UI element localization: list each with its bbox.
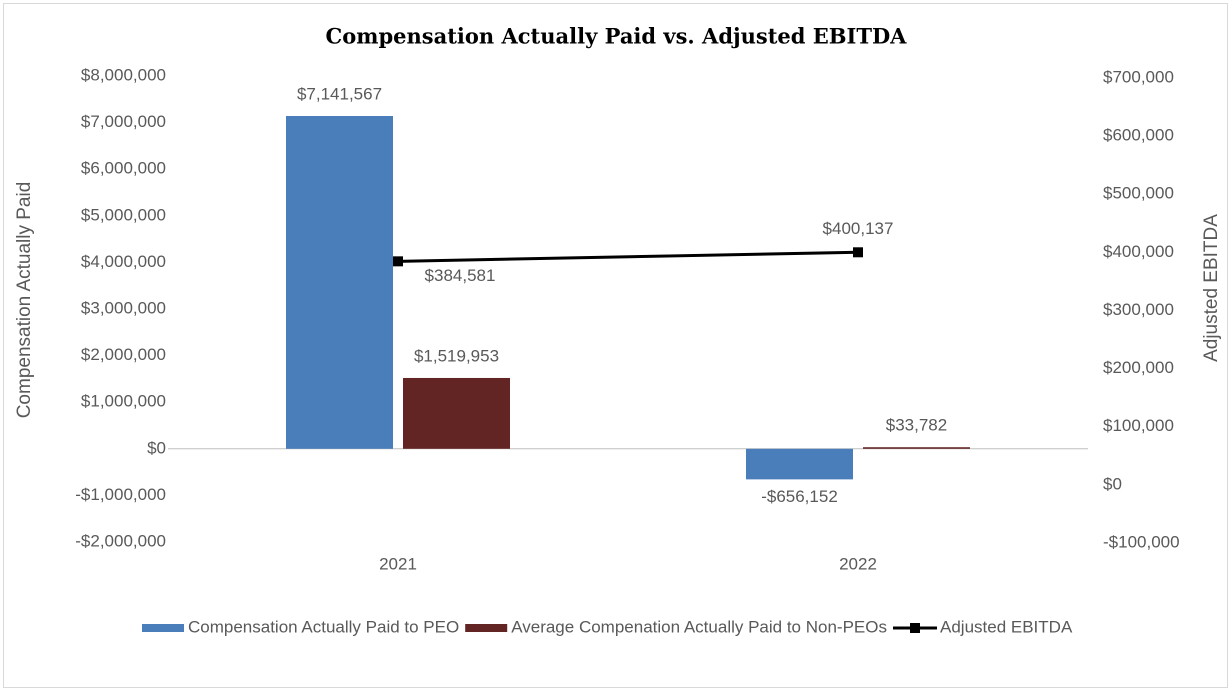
- bar: [746, 448, 853, 480]
- legend-label: Compensation Actually Paid to PEO: [188, 617, 459, 636]
- x-tick-label: 2021: [379, 554, 417, 573]
- y-tick-label: $2,000,000: [81, 345, 166, 364]
- y-tick-label: $3,000,000: [81, 298, 166, 317]
- y-axis-title: Compensation Actually Paid: [14, 182, 35, 419]
- line: [397, 250, 859, 263]
- x-tick-label: 2022: [839, 554, 877, 573]
- legend-swatch-marker: [910, 623, 920, 633]
- line-marker: [853, 247, 863, 258]
- y-tick-label: $7,000,000: [81, 112, 166, 131]
- bar: [286, 116, 393, 449]
- legend-label: Average Compenation Actually Paid to Non…: [511, 617, 887, 636]
- bar-value-label: $1,519,953: [414, 346, 499, 365]
- line-value-label: $384,581: [425, 266, 496, 285]
- y-tick-label: $1,000,000: [81, 392, 166, 411]
- legend-swatch: [142, 624, 184, 632]
- legend-swatch: [465, 624, 508, 632]
- line-marker: [393, 256, 403, 267]
- y2-tick-label: $500,000: [1103, 184, 1174, 203]
- y2-tick-label: $200,000: [1103, 358, 1174, 377]
- bar-value-label: $7,141,567: [297, 84, 382, 103]
- y-tick-label: $0: [147, 438, 166, 457]
- y-tick-label: $8,000,000: [81, 65, 166, 84]
- y2-tick-label: $400,000: [1103, 242, 1174, 261]
- bar-value-label: -$656,152: [761, 487, 838, 506]
- y-tick-label: $6,000,000: [81, 159, 166, 178]
- y2-tick-label: $600,000: [1103, 126, 1174, 145]
- y2-tick-label: $0: [1103, 474, 1122, 493]
- legend-label: Adjusted EBITDA: [940, 617, 1073, 636]
- y-tick-label: -$2,000,000: [75, 531, 166, 550]
- y2-tick-label: $300,000: [1103, 300, 1174, 319]
- line-value-label: $400,137: [823, 219, 894, 238]
- y-tick-label: $5,000,000: [81, 205, 166, 224]
- y-tick-label: -$1,000,000: [75, 485, 166, 504]
- y2-tick-label: -$100,000: [1103, 532, 1180, 551]
- chart-frame: [3, 3, 1228, 688]
- bar: [403, 377, 510, 449]
- chart-title: Compensation Actually Paid vs. Adjusted …: [326, 24, 908, 49]
- y2-tick-label: $100,000: [1103, 416, 1174, 435]
- bar-value-label: $33,782: [886, 416, 947, 435]
- y-tick-label: $4,000,000: [81, 252, 166, 271]
- y2-tick-label: $700,000: [1103, 67, 1174, 86]
- bar: [863, 447, 970, 449]
- y2-axis-title: Adjusted EBITDA: [1201, 214, 1222, 362]
